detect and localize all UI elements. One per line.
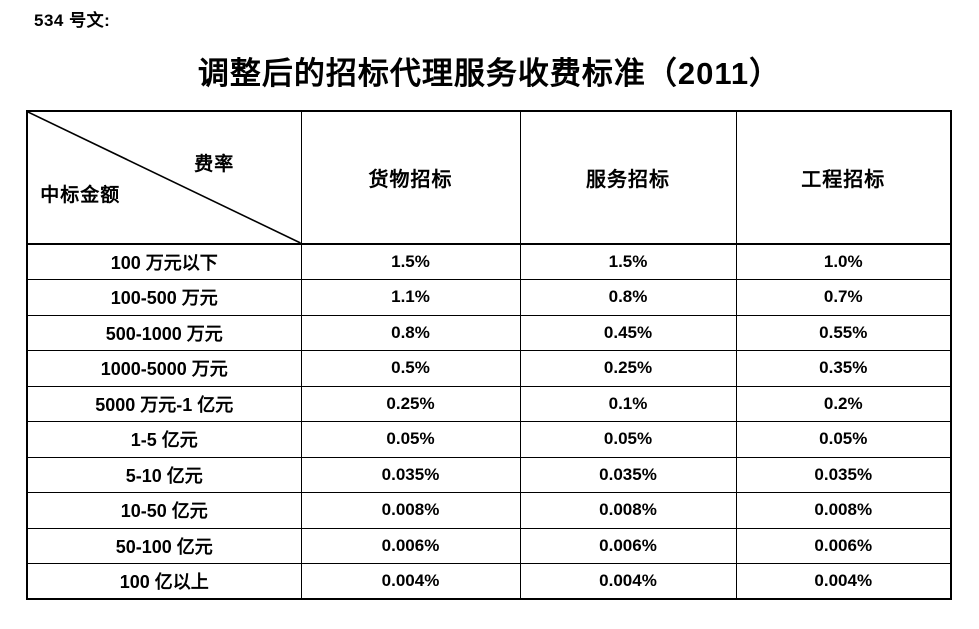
rate-cell: 0.35% xyxy=(735,350,952,387)
column-header-engineering: 工程招标 xyxy=(735,110,952,245)
rate-cell: 0.004% xyxy=(519,563,737,600)
fee-table: 费率 中标金额 货物招标 服务招标 工程招标 100 万元以下 1.5% 1.5… xyxy=(26,110,952,600)
corner-label-bid-amount: 中标金额 xyxy=(40,185,121,207)
table-row: 100-500 万元 1.1% 0.8% 0.7% xyxy=(26,279,952,316)
table-row: 1000-5000 万元 0.5% 0.25% 0.35% xyxy=(26,350,952,387)
rate-cell: 0.006% xyxy=(519,527,737,564)
rate-cell: 0.8% xyxy=(300,314,521,351)
rate-cell: 0.035% xyxy=(735,456,952,493)
row-label: 10-50 亿元 xyxy=(26,492,302,529)
rate-cell: 1.1% xyxy=(300,279,521,316)
row-label: 5-10 亿元 xyxy=(26,456,302,493)
rate-cell: 0.006% xyxy=(735,527,952,564)
table-row: 50-100 亿元 0.006% 0.006% 0.006% xyxy=(26,527,952,564)
rate-cell: 0.05% xyxy=(300,421,521,458)
rate-cell: 0.05% xyxy=(519,421,737,458)
table-row: 500-1000 万元 0.8% 0.45% 0.55% xyxy=(26,314,952,351)
rate-cell: 0.004% xyxy=(735,563,952,600)
table-row: 100 亿以上 0.004% 0.004% 0.004% xyxy=(26,563,952,600)
rate-cell: 0.55% xyxy=(735,314,952,351)
diagonal-divider-line xyxy=(28,112,301,243)
row-label: 100 亿以上 xyxy=(26,563,302,600)
rate-cell: 0.7% xyxy=(735,279,952,316)
row-label: 1-5 亿元 xyxy=(26,421,302,458)
row-label: 1000-5000 万元 xyxy=(26,350,302,387)
page-title: 调整后的招标代理服务收费标准（2011） xyxy=(197,56,782,91)
row-label: 100 万元以下 xyxy=(26,243,302,280)
rate-cell: 0.035% xyxy=(519,456,737,493)
rate-cell: 0.25% xyxy=(300,385,521,422)
table-row: 10-50 亿元 0.008% 0.008% 0.008% xyxy=(26,492,952,529)
table-row: 1-5 亿元 0.05% 0.05% 0.05% xyxy=(26,421,952,458)
column-header-services: 服务招标 xyxy=(519,110,737,245)
doc-number-label: 534 号文: xyxy=(34,11,111,30)
rate-cell: 0.8% xyxy=(519,279,737,316)
corner-label-fee-rate: 费率 xyxy=(194,153,235,175)
rate-cell: 0.008% xyxy=(300,492,521,529)
rate-cell: 0.45% xyxy=(519,314,737,351)
rate-cell: 0.05% xyxy=(735,421,952,458)
corner-header-cell: 费率 中标金额 xyxy=(26,110,302,245)
rate-cell: 1.5% xyxy=(300,243,521,280)
row-label: 500-1000 万元 xyxy=(26,314,302,351)
rate-cell: 1.5% xyxy=(519,243,737,280)
row-label: 100-500 万元 xyxy=(26,279,302,316)
rate-cell: 0.5% xyxy=(300,350,521,387)
row-label: 50-100 亿元 xyxy=(26,527,302,564)
table-row: 5-10 亿元 0.035% 0.035% 0.035% xyxy=(26,456,952,493)
rate-cell: 0.035% xyxy=(300,456,521,493)
rate-cell: 0.008% xyxy=(519,492,737,529)
table-header-row: 费率 中标金额 货物招标 服务招标 工程招标 xyxy=(26,110,952,245)
rate-cell: 0.2% xyxy=(735,385,952,422)
rate-cell: 0.004% xyxy=(300,563,521,600)
rate-cell: 0.1% xyxy=(519,385,737,422)
column-header-goods: 货物招标 xyxy=(300,110,521,245)
rate-cell: 0.006% xyxy=(300,527,521,564)
rate-cell: 0.008% xyxy=(735,492,952,529)
rate-cell: 0.25% xyxy=(519,350,737,387)
table-row: 5000 万元-1 亿元 0.25% 0.1% 0.2% xyxy=(26,385,952,422)
table-row: 100 万元以下 1.5% 1.5% 1.0% xyxy=(26,243,952,280)
row-label: 5000 万元-1 亿元 xyxy=(26,385,302,422)
rate-cell: 1.0% xyxy=(735,243,952,280)
